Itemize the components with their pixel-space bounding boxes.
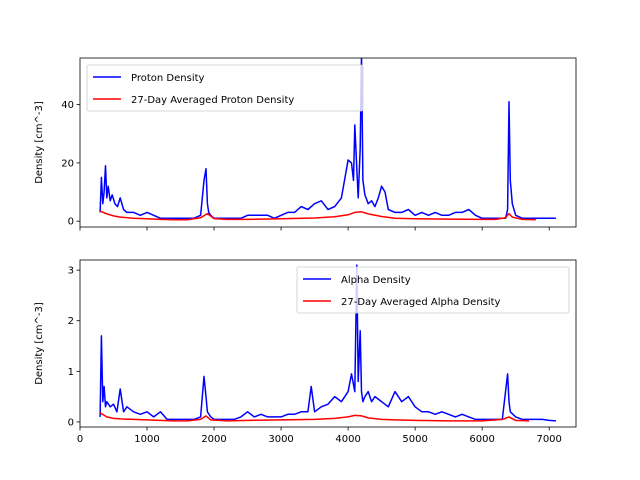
legend-label: 27-Day Averaged Alpha Density [341,297,501,308]
legend-box [296,266,570,314]
legend-box [86,64,364,112]
series-line-1 [99,412,530,422]
y-tick-label: 3 [68,266,74,277]
legend-label: Alpha Density [341,275,411,286]
legend-label: 27-Day Averaged Proton Density [131,95,294,106]
y-tick-label: 20 [61,158,74,169]
y-tick-label: 0 [68,217,74,228]
series-line-0 [99,264,556,422]
x-tick-label: 5000 [402,434,427,445]
axes-frame [79,259,577,428]
alpha-density-panel: 0 1000 2000 3000 4000 5000 6000 7000 0 1 2 3 Density… [34,259,577,445]
proton-density-panel: 0 20 40 Density [cm^-3] Proton Density 27-Day… [34,57,577,231]
legend-label: Proton Density [131,73,205,84]
x-tick-label: 1000 [134,434,159,445]
x-tick-label: 7000 [536,434,561,445]
series-line-0 [99,58,556,220]
x-tick-label: 6000 [469,434,494,445]
y-axis-label: Density [cm^-3] [34,302,45,385]
y-tick-label: 0 [68,417,74,428]
series-line-1 [99,210,536,221]
y-tick-label: 40 [61,100,74,111]
y-axis-label: Density [cm^-3] [34,101,45,184]
x-tick-label: 4000 [335,434,360,445]
x-tick-label: 3000 [268,434,293,445]
x-tick-label: 2000 [201,434,226,445]
x-tick-label: 0 [77,434,83,445]
axes-frame [79,57,577,228]
y-tick-label: 1 [68,367,74,378]
y-tick-label: 2 [68,316,74,327]
